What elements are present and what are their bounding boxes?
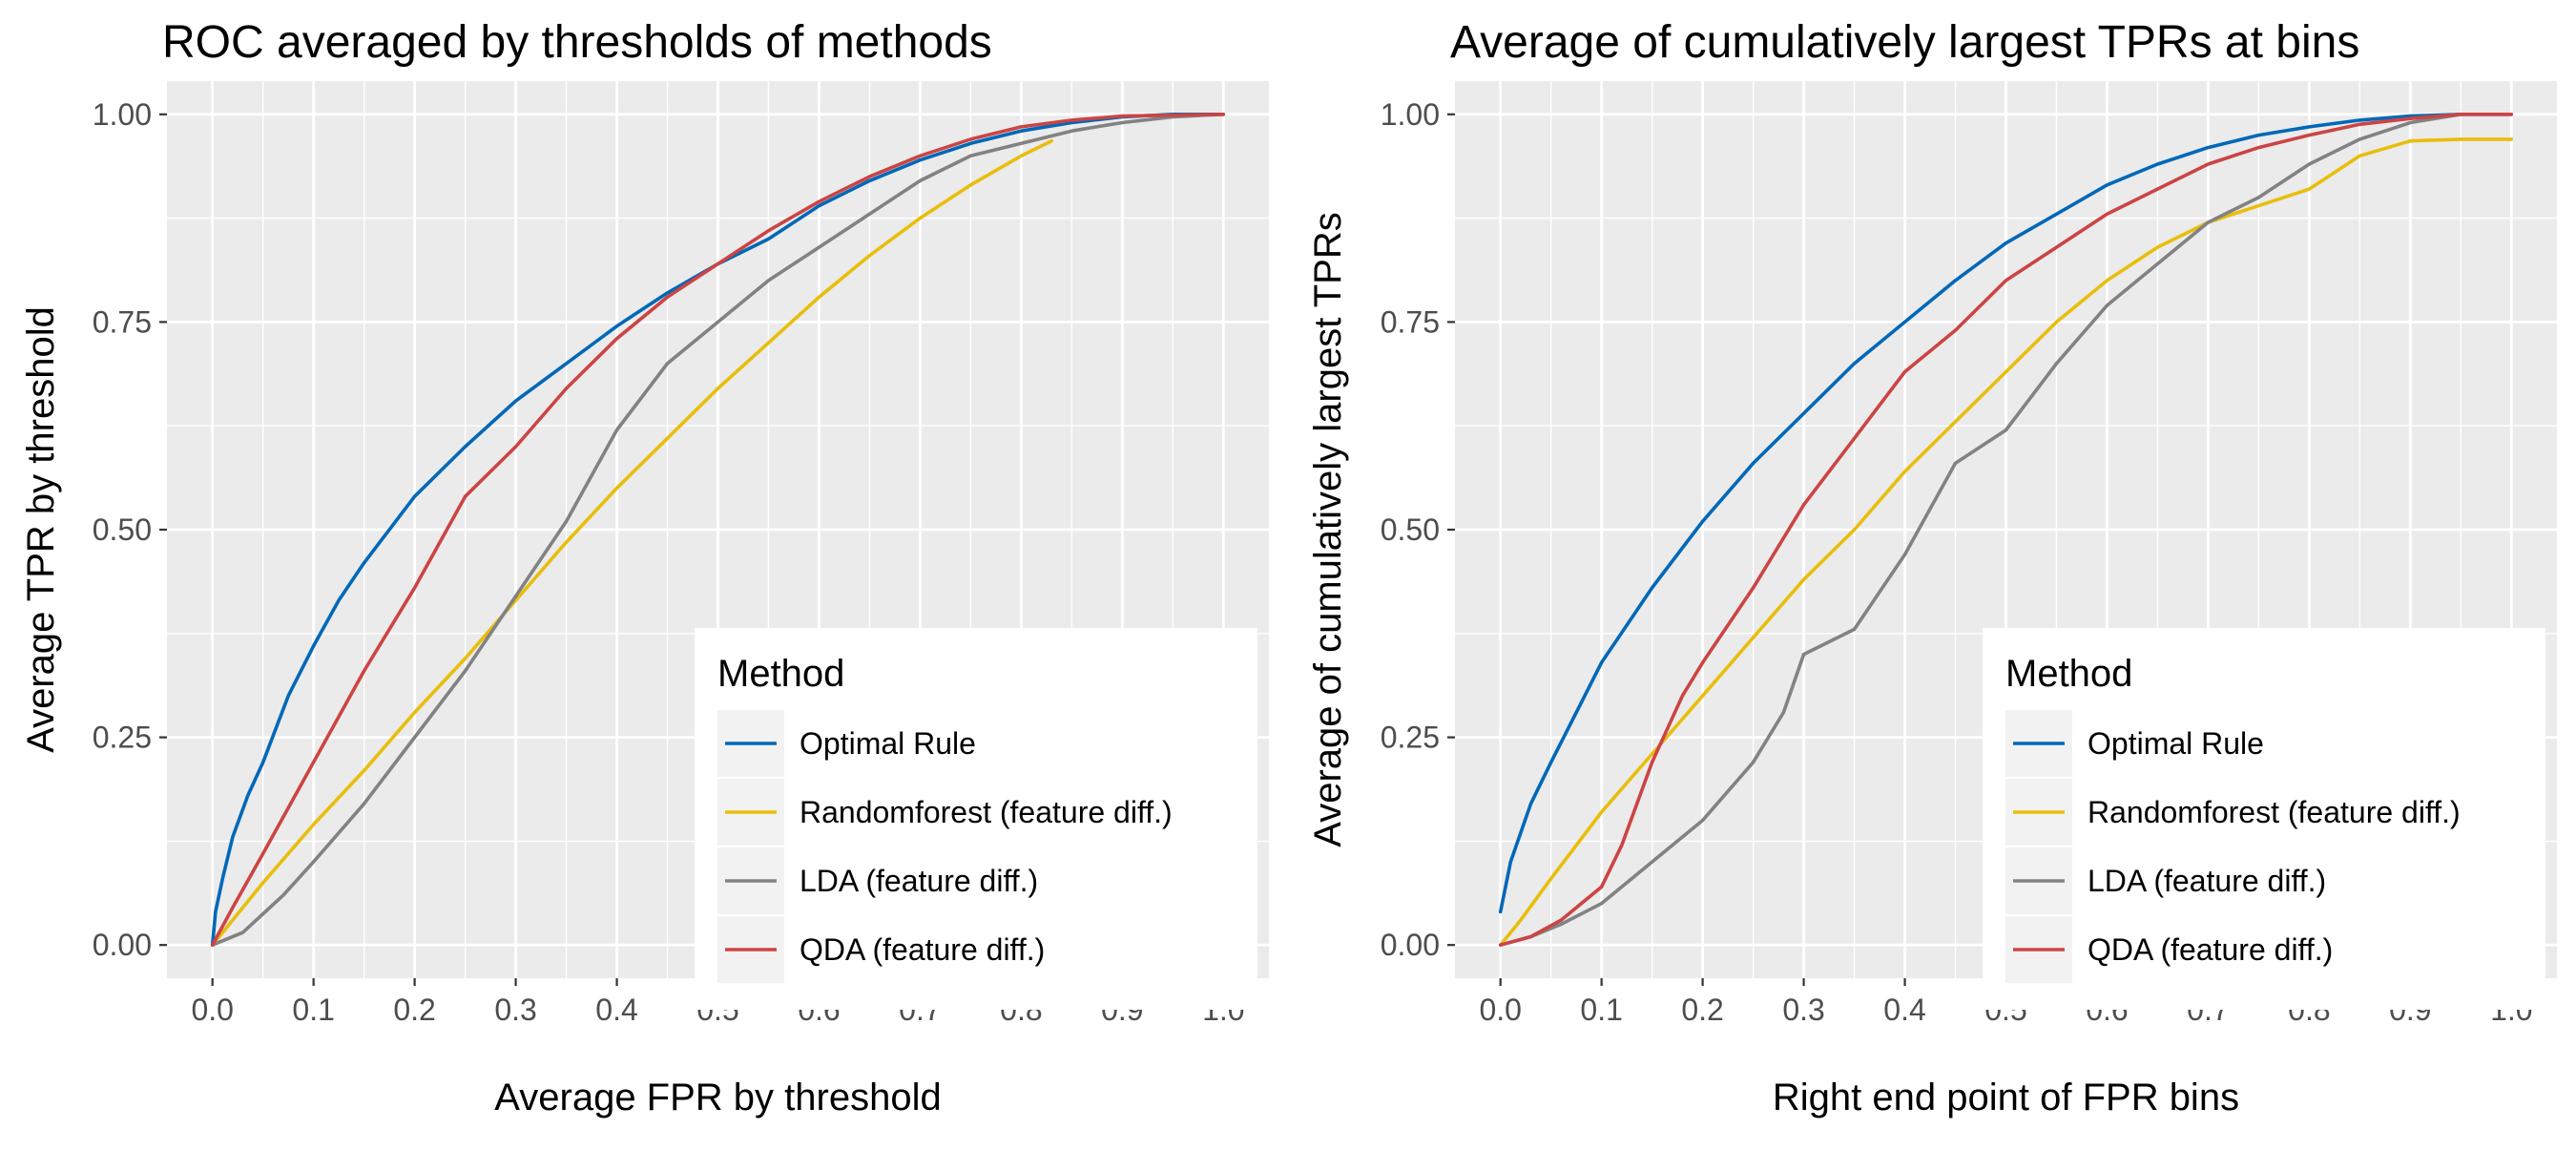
chart-1-legend-label-2: LDA (feature diff.) [2088,864,2326,898]
chart-1-legend-label-0: Optimal Rule [2088,726,2264,761]
chart-1-title: Average of cumulatively largest TPRs at … [1450,17,2359,68]
chart-0-x-tick-label: 0.2 [393,993,435,1027]
chart-1-x-tick-label: 0.1 [1580,993,1622,1027]
chart-0-legend-box [695,628,1257,1010]
chart-0-series-line-0 [210,113,1226,947]
chart-1-legend-box [1983,628,2545,1010]
chart-0-series-line-3 [210,113,1226,947]
chart-1-legend: Method Optimal Rule Randomforest (feature … [1983,628,2545,1010]
chart-1-series-line-0 [1498,113,2514,914]
chart-1-x-tick-label: 0.4 [1883,993,1925,1027]
chart-0-legend: Method Optimal Rule Randomforest (feature … [695,628,1257,1010]
chart-1-x-tick-label: 0.3 [1782,993,1824,1027]
chart-1-y-tick-label: 0.50 [1381,512,1440,547]
chart-0-legend-label-2: LDA (feature diff.) [800,864,1038,898]
chart-0-x-axis-title: Average FPR by threshold [494,1077,941,1119]
chart-1-x-tick-label: 0.2 [1681,993,1723,1027]
chart-0-y-tick-label: 0.50 [93,512,152,547]
chart-1-legend-label-1: Randomforest (feature diff.) [2088,795,2461,829]
chart-0-legend-label-1: Randomforest (feature diff.) [800,795,1173,829]
chart-0-legend-label-0: Optimal Rule [800,726,976,761]
chart-0-x-tick-label: 0.1 [292,993,334,1027]
chart-0-y-tick-label: 0.75 [93,304,152,339]
chart-0-x-tick-label: 0.0 [191,993,233,1027]
chart-1-panel: 0.00.10.20.30.40.50.60.70.80.91.00.000.2… [1307,17,2557,1119]
chart-0-series-line-2 [210,113,1226,947]
chart-1-y-axis-title: Average of cumulatively largest TPRs [1307,212,1349,847]
chart-0-series-line-1 [210,138,1053,947]
chart-0-y-tick-label: 0.00 [93,928,152,962]
chart-0-legend-title: Method [717,653,844,695]
chart-1-x-axis-title: Right end point of FPR bins [1773,1077,2239,1119]
chart-1-series-line-1 [1498,137,2514,947]
chart-1-y-tick-label: 1.00 [1381,97,1440,132]
chart-1-series-line-2 [1498,113,2514,947]
chart-0-x-tick-label: 0.3 [494,993,536,1027]
chart-0-y-tick-label: 0.25 [93,721,152,755]
chart-1-y-tick-label: 0.00 [1381,928,1440,962]
chart-1-series-line-3 [1498,113,2514,947]
chart-0-title: ROC averaged by thresholds of methods [162,17,992,68]
chart-1-y-tick-label: 0.75 [1381,304,1440,339]
chart-1-y-tick-label: 0.25 [1381,721,1440,755]
chart-0-panel: 0.00.10.20.30.40.50.60.70.80.91.00.000.2… [20,17,1269,1119]
chart-0-y-tick-label: 1.00 [93,97,152,132]
chart-1-legend-label-3: QDA (feature diff.) [2088,932,2333,967]
chart-0-legend-label-3: QDA (feature diff.) [800,932,1045,967]
chart-0-x-tick-label: 0.4 [595,993,637,1027]
chart-1-x-tick-label: 0.0 [1479,993,1521,1027]
chart-0-y-axis-title: Average TPR by threshold [20,306,62,753]
chart-1-legend-title: Method [2005,653,2132,695]
